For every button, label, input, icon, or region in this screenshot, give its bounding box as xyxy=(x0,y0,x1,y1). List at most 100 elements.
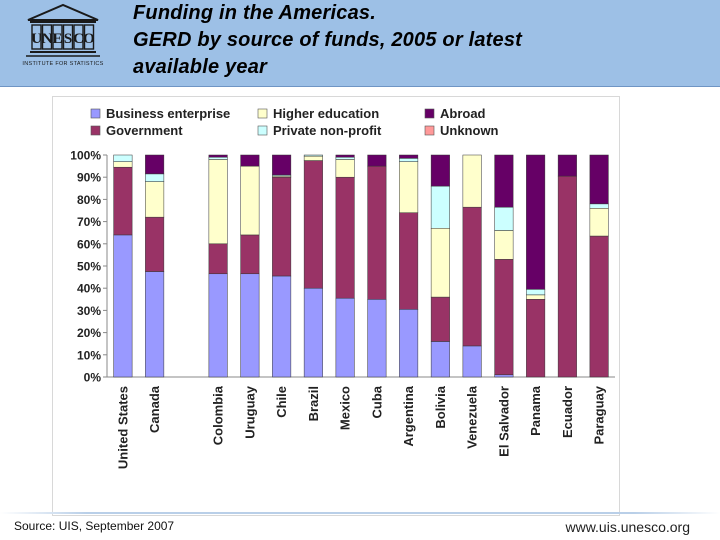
legend-swatch-private-non-profit xyxy=(257,125,268,136)
header-banner: U N E S C O INSTITUTE FOR STATISTICS Fun… xyxy=(0,0,720,87)
bar-panama-abroad xyxy=(526,154,546,290)
bar-canada-higher-education xyxy=(145,181,165,218)
x-tick-label-chile: Chile xyxy=(274,386,289,418)
x-tick-label-venezuela: Venezuela xyxy=(465,385,480,449)
title-line-3: available year xyxy=(133,56,268,78)
unesco-logo-icon: U N E S C O INSTITUTE FOR STATISTICS xyxy=(22,3,103,67)
bar-panama-private-non-profit xyxy=(526,289,546,296)
bar-mexico-business-enterprise xyxy=(335,297,355,378)
footer-divider xyxy=(0,512,720,514)
x-tick-label-cuba: Cuba xyxy=(369,385,384,418)
x-tick-label-canada: Canada xyxy=(147,385,162,433)
bar-united-states-private-non-profit xyxy=(113,154,133,162)
y-tick-label: 80% xyxy=(77,193,101,207)
bar-colombia-abroad xyxy=(208,154,228,158)
logo-letter-n: N xyxy=(42,31,53,47)
bar-paraguay-private-non-profit xyxy=(589,203,609,209)
x-tick-label-colombia: Colombia xyxy=(211,385,226,445)
logo-letter-s: S xyxy=(64,31,72,47)
bar-paraguay-government xyxy=(589,235,609,378)
bar-cuba-abroad xyxy=(367,154,387,167)
bar-bolivia-government xyxy=(430,296,450,342)
bar-bolivia-higher-education xyxy=(430,228,450,298)
legend-swatch-unknown xyxy=(424,125,435,136)
legend-label-business-enterprise: Business enterprise xyxy=(106,106,230,121)
source-note: Source: UIS, September 2007 xyxy=(14,519,175,533)
x-tick-label-panama: Panama xyxy=(528,385,543,436)
bar-colombia-higher-education xyxy=(208,159,228,245)
chart-legend: Business enterprise Government Higher educ… xyxy=(90,106,499,138)
legend-label-unknown: Unknown xyxy=(440,123,499,138)
bar-colombia-private-non-profit xyxy=(208,156,228,160)
logo-letter-c: C xyxy=(73,31,84,47)
bar-mexico-higher-education xyxy=(335,159,355,178)
bar-uruguay-higher-education xyxy=(240,165,260,236)
y-tick-label: 70% xyxy=(77,215,101,229)
bar-venezuela-business-enterprise xyxy=(462,345,482,378)
legend-label-higher-education: Higher education xyxy=(273,106,379,121)
bar-brazil-private-non-profit xyxy=(303,154,323,157)
bar-argentina-higher-education xyxy=(399,161,419,213)
legend-swatch-business-enterprise xyxy=(90,108,101,119)
x-tick-label-el-salvador: El Salvador xyxy=(496,386,511,457)
y-tick-label: 100% xyxy=(70,149,101,163)
y-tick-label: 10% xyxy=(77,348,101,362)
legend-swatch-government xyxy=(90,125,101,136)
bar-canada-abroad xyxy=(145,154,165,175)
page-title: Funding in the Americas. GERD by source … xyxy=(133,0,713,81)
y-tick-label: 50% xyxy=(77,260,101,274)
bar-colombia-business-enterprise xyxy=(208,273,228,378)
logo-letter-e: E xyxy=(52,31,62,47)
x-tick-label-united-states: United States xyxy=(115,386,130,469)
legend-swatch-abroad xyxy=(424,108,435,119)
bar-brazil-government xyxy=(303,160,323,289)
bar-mexico-private-non-profit xyxy=(335,156,355,160)
bar-paraguay-abroad xyxy=(589,154,609,205)
bar-chile-abroad xyxy=(272,154,292,176)
bar-panama-government xyxy=(526,299,546,378)
y-tick-label: 20% xyxy=(77,326,101,340)
bar-chile-government xyxy=(272,176,292,277)
bar-brazil-business-enterprise xyxy=(303,287,323,378)
bar-canada-government xyxy=(145,216,165,272)
bar-el-salvador-business-enterprise xyxy=(494,374,514,378)
legend-label-government: Government xyxy=(106,123,183,138)
bar-el-salvador-private-non-profit xyxy=(494,206,514,231)
logo-letter-u: U xyxy=(31,31,42,47)
bar-united-states-business-enterprise xyxy=(113,234,133,378)
bar-cuba-government xyxy=(367,165,387,300)
bar-venezuela-higher-education xyxy=(462,154,482,208)
bar-brazil-higher-education xyxy=(303,155,323,161)
website-link[interactable]: www.uis.unesco.org xyxy=(565,519,690,535)
bar-ecuador-government xyxy=(557,175,577,378)
bar-uruguay-business-enterprise xyxy=(240,273,260,378)
bar-united-states-government xyxy=(113,166,133,236)
bar-el-salvador-abroad xyxy=(494,154,514,208)
bar-cuba-business-enterprise xyxy=(367,299,387,378)
bar-series xyxy=(113,154,609,378)
x-tick-label-paraguay: Paraguay xyxy=(592,385,607,444)
bar-canada-business-enterprise xyxy=(145,271,165,378)
y-tick-label: 90% xyxy=(77,171,101,185)
y-tick-label: 40% xyxy=(77,282,101,296)
x-tick-label-brazil: Brazil xyxy=(306,386,321,421)
y-tick-label: 30% xyxy=(77,304,101,318)
stacked-bar-chart: Business enterprise Government Higher educ… xyxy=(70,106,615,469)
bar-el-salvador-government xyxy=(494,259,514,376)
x-axis: United States Canada Colombia Uruguay Chile B… xyxy=(115,385,606,469)
svg-text:INSTITUTE FOR STATISTICS: INSTITUTE FOR STATISTICS xyxy=(22,61,103,67)
logo-letter-o: O xyxy=(83,31,95,47)
bar-uruguay-government xyxy=(240,234,260,275)
chart-panel: Business enterprise Government Higher educ… xyxy=(52,96,620,516)
bar-argentina-private-non-profit xyxy=(399,158,419,162)
legend-swatch-higher-education xyxy=(257,108,268,119)
legend-label-abroad: Abroad xyxy=(440,106,486,121)
x-tick-label-bolivia: Bolivia xyxy=(433,385,448,428)
bar-argentina-business-enterprise xyxy=(399,309,419,378)
x-tick-label-uruguay: Uruguay xyxy=(242,385,257,439)
bar-united-states-higher-education xyxy=(113,161,133,168)
bar-mexico-government xyxy=(335,176,355,299)
bar-uruguay-abroad xyxy=(240,154,260,167)
bar-paraguay-higher-education xyxy=(589,208,609,237)
y-tick-label: 60% xyxy=(77,237,101,251)
